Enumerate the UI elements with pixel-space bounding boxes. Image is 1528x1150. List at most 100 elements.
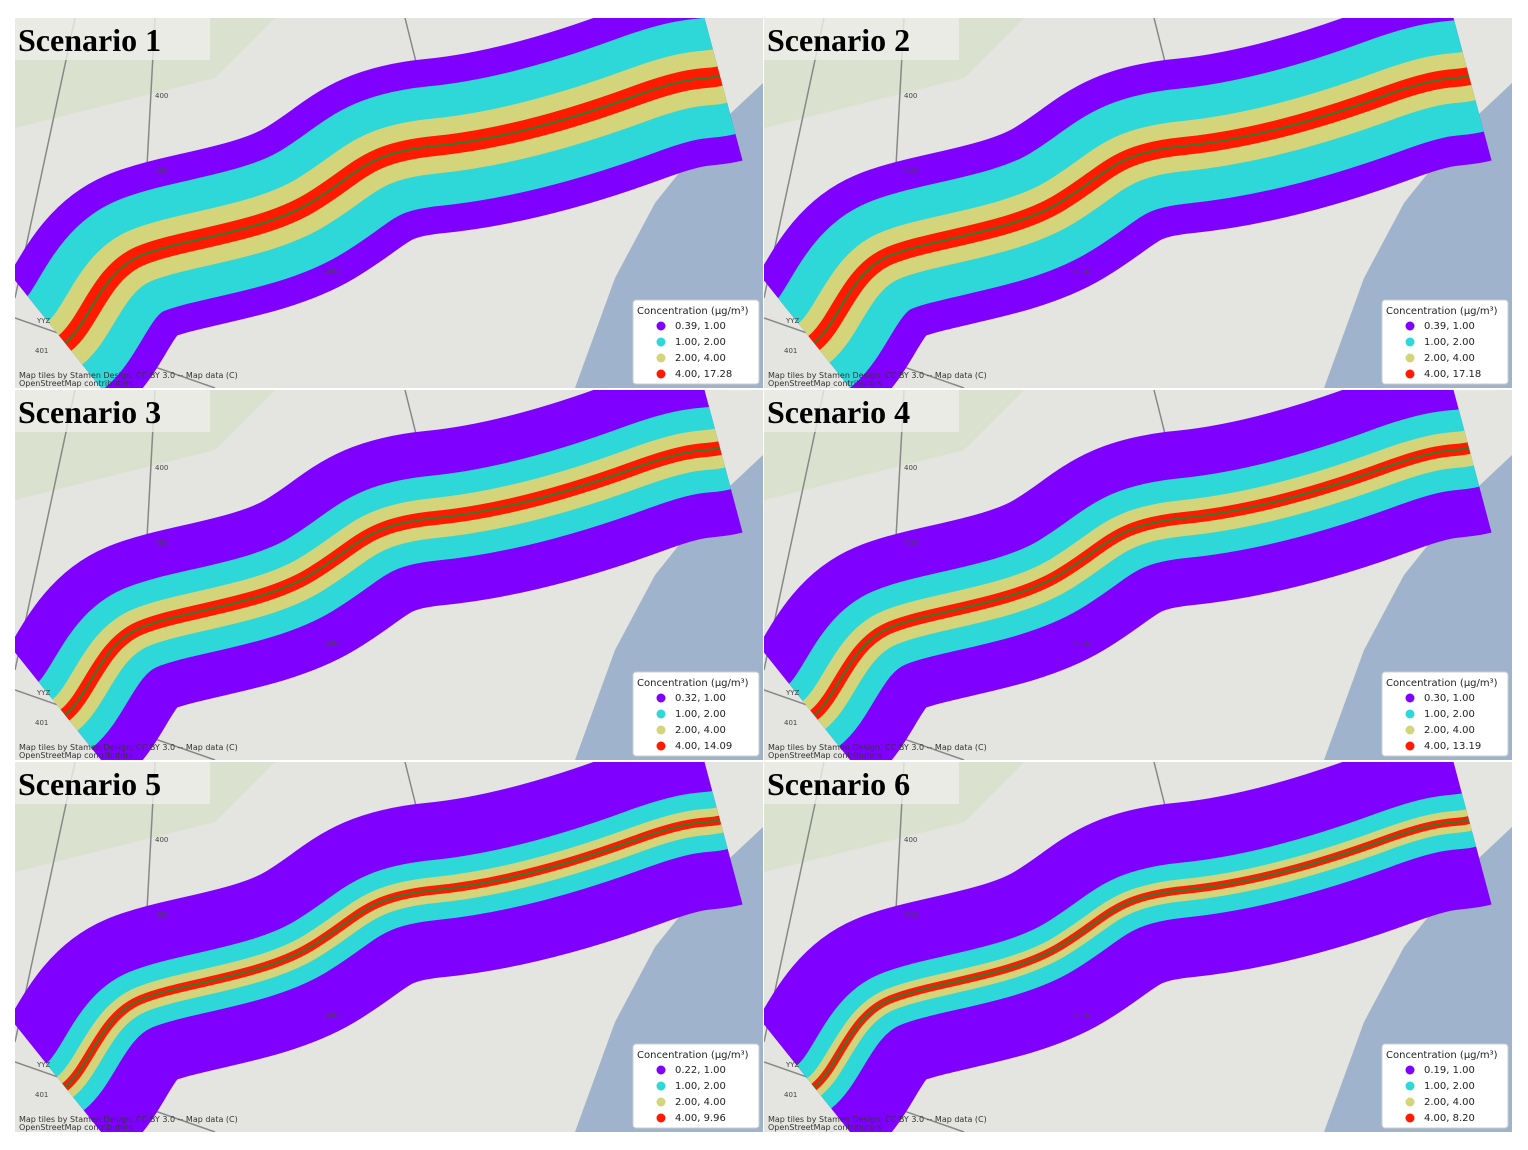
map-panel: 400 400 401 YYZ onto Scenario 3 Concentration …	[15, 390, 763, 760]
legend-dot	[656, 725, 666, 735]
map-label: 400	[904, 836, 917, 844]
title-bg	[15, 18, 210, 60]
legend-title: Concentration (μg/m³)	[637, 678, 749, 689]
legend-dot	[1405, 741, 1415, 751]
legend-item: 1.00, 2.00	[1424, 1081, 1475, 1092]
map-label: 401	[35, 1091, 48, 1099]
legend-item: 1.00, 2.00	[1424, 709, 1475, 720]
legend-item: 0.39, 1.00	[1424, 321, 1475, 332]
legend-item: 1.00, 2.00	[1424, 337, 1475, 348]
legend-item: 0.39, 1.00	[675, 321, 726, 332]
legend-dot	[1405, 1065, 1415, 1075]
legend-box	[1381, 671, 1509, 757]
map-label: onto	[325, 639, 341, 647]
legend-title: Concentration (μg/m³)	[1386, 1050, 1498, 1061]
legend-dot	[656, 337, 666, 347]
attribution: OpenStreetMap contributors	[768, 751, 882, 760]
legend-dot	[656, 709, 666, 719]
legend-item: 0.30, 1.00	[1424, 693, 1475, 704]
title-bg	[15, 762, 210, 804]
attribution: Map tiles by Stamen Design, CC BY 3.0 --…	[768, 1115, 987, 1124]
legend-dot	[656, 369, 666, 379]
road-centerline	[64, 75, 721, 344]
legend-box	[632, 1043, 760, 1129]
attribution: Map tiles by Stamen Design, CC BY 3.0 --…	[19, 743, 238, 752]
attribution: OpenStreetMap contributors	[768, 1123, 882, 1132]
legend-dot	[1405, 337, 1415, 347]
legend-box	[1381, 299, 1509, 385]
map-label: 401	[784, 719, 797, 727]
legend-item: 4.00, 13.19	[1424, 741, 1481, 752]
map-label: 401	[35, 347, 48, 355]
map-label: 400	[155, 539, 168, 547]
panel-title: Scenario 2	[767, 22, 910, 58]
legend-dot	[1405, 1113, 1415, 1123]
legend-item: 0.22, 1.00	[675, 1065, 726, 1076]
attribution: Map tiles by Stamen Design, CC BY 3.0 --…	[19, 1115, 238, 1124]
attribution: Map tiles by Stamen Design, CC BY 3.0 --…	[19, 371, 238, 380]
title-bg	[15, 390, 210, 432]
map-panel: 400 400 401 YYZ onto Scenario 2 Concentration …	[764, 18, 1512, 388]
title-bg	[764, 390, 959, 432]
map-label: 401	[784, 347, 797, 355]
map-label: YYZ	[36, 317, 51, 325]
legend-dot	[1405, 709, 1415, 719]
legend-item: 0.32, 1.00	[675, 693, 726, 704]
legend-dot	[656, 321, 666, 331]
legend-dot	[656, 1081, 666, 1091]
legend-item: 4.00, 14.09	[675, 741, 732, 752]
legend-item: 2.00, 4.00	[1424, 353, 1475, 364]
map-label: onto	[325, 1011, 341, 1019]
legend-item: 4.00, 17.28	[675, 369, 732, 380]
legend-dot	[656, 1097, 666, 1107]
map-label: onto	[1074, 267, 1090, 275]
legend-dot	[1405, 1081, 1415, 1091]
map-label: 400	[155, 92, 168, 100]
legend-title: Concentration (μg/m³)	[637, 306, 749, 317]
map-label: YYZ	[36, 689, 51, 697]
legend-item: 1.00, 2.00	[675, 1081, 726, 1092]
map-panel: 400 400 401 YYZ onto Scenario 6 Concentration …	[764, 762, 1512, 1132]
legend-item: 0.19, 1.00	[1424, 1065, 1475, 1076]
map-label: 400	[155, 911, 168, 919]
legend-box	[1381, 1043, 1509, 1129]
legend-box	[632, 299, 760, 385]
map-label: YYZ	[785, 1061, 800, 1069]
road-centerline	[813, 819, 1470, 1088]
map-label: YYZ	[36, 1061, 51, 1069]
legend-item: 2.00, 4.00	[675, 1097, 726, 1108]
attribution: OpenStreetMap contributors	[19, 379, 133, 388]
panel-title: Scenario 6	[767, 766, 910, 802]
panel-title: Scenario 5	[18, 766, 161, 802]
attribution: OpenStreetMap contributors	[19, 751, 133, 760]
attribution: OpenStreetMap contributors	[768, 379, 882, 388]
map-label: onto	[325, 267, 341, 275]
map-label: YYZ	[785, 317, 800, 325]
map-label: onto	[1074, 1011, 1090, 1019]
road-centerline	[813, 447, 1470, 716]
legend-dot	[656, 1065, 666, 1075]
legend-dot	[1405, 369, 1415, 379]
map-label: 400	[155, 167, 168, 175]
legend-item: 4.00, 9.96	[675, 1113, 726, 1124]
legend-item: 4.00, 8.20	[1424, 1113, 1475, 1124]
legend-dot	[1405, 1097, 1415, 1107]
legend-dot	[1405, 725, 1415, 735]
legend-dot	[656, 353, 666, 363]
map-label: 400	[904, 539, 917, 547]
panel-title: Scenario 4	[767, 394, 910, 430]
map-panel: 400 400 401 YYZ onto Scenario 1 Concentration …	[15, 18, 763, 388]
legend-dot	[656, 741, 666, 751]
title-bg	[764, 18, 959, 60]
legend-dot	[656, 693, 666, 703]
map-label: 400	[904, 911, 917, 919]
map-label: 400	[904, 464, 917, 472]
legend-title: Concentration (μg/m³)	[1386, 678, 1498, 689]
legend-title: Concentration (μg/m³)	[1386, 306, 1498, 317]
legend-dot	[656, 1113, 666, 1123]
legend-item: 1.00, 2.00	[675, 337, 726, 348]
map-panel: 400 400 401 YYZ onto Scenario 5 Concentration …	[15, 762, 763, 1132]
legend-item: 2.00, 4.00	[1424, 1097, 1475, 1108]
map-label: 401	[784, 1091, 797, 1099]
